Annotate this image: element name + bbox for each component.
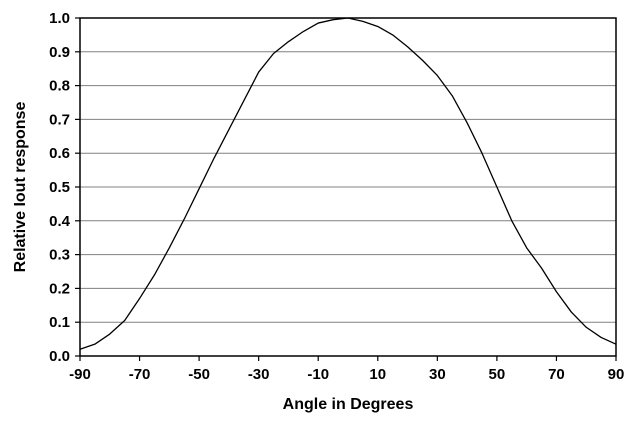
y-tick-label: 0.0 (49, 348, 70, 365)
y-tick-label: 0.4 (49, 213, 71, 230)
y-tick-label: 0.8 (49, 78, 70, 95)
y-tick-label: 0.6 (49, 145, 70, 162)
x-tick-label: -50 (188, 366, 210, 383)
y-tick-label: 0.3 (49, 247, 70, 264)
x-tick-label: 90 (608, 366, 625, 383)
y-tick-label: 1.0 (49, 10, 70, 27)
x-tick-label: 30 (429, 366, 446, 383)
y-tick-label: 0.9 (49, 44, 70, 61)
x-tick-label: -90 (69, 366, 91, 383)
x-axis-ticks: -90 -70 -50 -30 -10 10 30 50 70 90 (69, 356, 624, 383)
y-tick-label: 0.2 (49, 280, 70, 297)
x-tick-label: -70 (129, 366, 151, 383)
x-tick-label: 10 (369, 366, 386, 383)
y-axis-title: Relative Iout response (12, 102, 29, 273)
x-tick-label: -10 (307, 366, 329, 383)
y-axis-ticks: 0.0 0.1 0.2 0.3 0.4 0.5 0.6 0.7 0.8 0.9 1.0 (49, 10, 80, 365)
grid-lines (80, 17, 616, 357)
series-line (79, 17, 617, 350)
x-tick-label: 70 (548, 366, 565, 383)
y-tick-label: 0.1 (49, 314, 70, 331)
y-tick-label: 0.7 (49, 111, 70, 128)
x-axis-title: Angle in Degrees (283, 396, 414, 413)
x-tick-label: 50 (489, 366, 506, 383)
x-tick-label: -30 (248, 366, 270, 383)
y-tick-label: 0.5 (49, 179, 70, 196)
series-layer (79, 17, 617, 350)
